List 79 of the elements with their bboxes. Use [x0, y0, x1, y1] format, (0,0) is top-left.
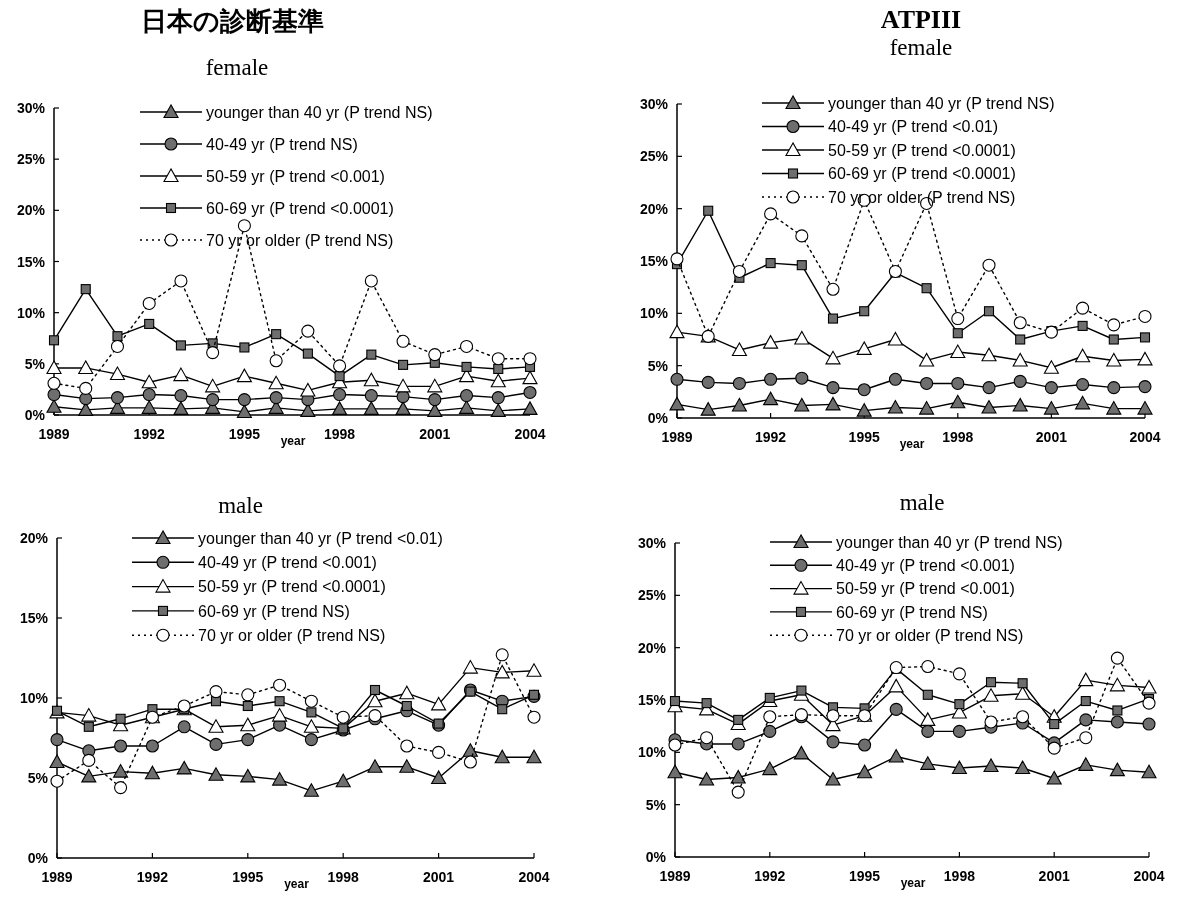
legend-label: 60-69 yr (P trend <0.0001): [828, 165, 1016, 183]
y-tick-label: 0%: [645, 849, 667, 865]
y-tick-label: 25%: [637, 587, 667, 604]
y-tick-label: 30%: [16, 100, 46, 116]
legend-label: 40-49 yr (P trend <0.001): [836, 557, 1015, 575]
y-tick-label: 15%: [16, 253, 46, 270]
chart-subtitle: female: [205, 55, 269, 80]
legend-label: 70 yr or older (P trend NS): [836, 626, 1024, 644]
legend-label: 50-59 yr (P trend <0.0001): [828, 141, 1016, 159]
legend-label: younger than 40 yr (P trend <0.01): [198, 529, 443, 547]
y-tick-label: 10%: [16, 304, 46, 321]
y-tick-label: 25%: [16, 151, 46, 168]
x-tick-label: 1998: [324, 426, 356, 442]
y-tick-label: 10%: [19, 690, 49, 706]
x-tick-label: 1989: [38, 426, 70, 442]
y-tick-label: 5%: [27, 770, 49, 786]
y-tick-label: 0%: [27, 850, 49, 866]
x-tick-label: 1992: [754, 868, 786, 884]
chart-title: 日本の診断基準: [140, 7, 324, 36]
legend-label: 70 yr or older (P trend NS): [198, 626, 386, 644]
y-tick-label: 30%: [637, 535, 667, 551]
legend-label: 70 yr or older (P trend NS): [206, 231, 394, 249]
x-tick-label: 2001: [423, 869, 455, 885]
legend-label: 40-49 yr (P trend <0.01): [828, 118, 999, 136]
y-tick-label: 10%: [637, 744, 667, 761]
x-tick-label: 1998: [327, 869, 359, 885]
y-tick-label: 30%: [639, 96, 669, 112]
y-tick-label: 20%: [16, 202, 46, 219]
legend-label: 50-59 yr (P trend <0.0001): [198, 578, 386, 596]
x-tick-label: 2004: [1133, 868, 1165, 884]
y-tick-label: 20%: [639, 200, 669, 217]
y-tick-label: 10%: [639, 305, 669, 322]
x-tick-label: 2001: [1038, 868, 1070, 884]
x-tick-label: 1995: [848, 429, 880, 445]
x-tick-label: 2001: [419, 426, 451, 442]
legend-label: 40-49 yr (P trend <0.001): [198, 554, 377, 572]
legend-label: 50-59 yr (P trend <0.001): [836, 580, 1015, 598]
y-tick-label: 0%: [647, 410, 669, 426]
x-axis-title: year: [280, 434, 306, 448]
legend-label: younger than 40 yr (P trend NS): [836, 533, 1063, 551]
legend-label: younger than 40 yr (P trend NS): [206, 103, 433, 121]
chart-title: male: [899, 490, 945, 515]
x-tick-label: 1992: [136, 869, 169, 885]
y-tick-label: 15%: [637, 692, 667, 708]
y-tick-label: 0%: [24, 407, 46, 423]
x-axis-title: year: [899, 437, 925, 451]
y-tick-label: 25%: [639, 148, 669, 165]
x-tick-label: 2004: [514, 426, 546, 442]
chart-title: ATPIII: [880, 5, 962, 34]
x-tick-label: 1995: [228, 426, 261, 442]
x-tick-label: 1989: [41, 869, 73, 885]
x-axis-title: year: [900, 876, 926, 890]
y-tick-label: 20%: [637, 639, 667, 656]
x-tick-label: 1989: [661, 429, 693, 445]
legend-label: 60-69 yr (P trend NS): [198, 602, 350, 620]
y-tick-label: 20%: [19, 530, 49, 546]
x-tick-label: 1992: [755, 429, 787, 445]
x-tick-label: 1995: [849, 868, 881, 884]
legend-label: 60-69 yr (P trend <0.0001): [206, 199, 394, 217]
x-tick-label: 2004: [518, 869, 550, 885]
x-tick-label: 2001: [1035, 429, 1068, 445]
chart-title: male: [218, 493, 263, 518]
chart-subtitle: female: [889, 35, 953, 60]
legend-label: 60-69 yr (P trend NS): [836, 603, 988, 621]
x-tick-label: 1992: [133, 426, 165, 442]
y-tick-label: 15%: [639, 253, 669, 269]
y-tick-label: 5%: [647, 357, 669, 374]
x-tick-label: 1998: [943, 868, 976, 884]
x-tick-label: 2004: [1129, 429, 1161, 445]
x-tick-label: 1989: [659, 868, 691, 884]
legend-label: younger than 40 yr (P trend NS): [828, 94, 1055, 112]
x-axis-title: year: [284, 877, 310, 891]
legend-label: 40-49 yr (P trend NS): [206, 135, 358, 153]
x-tick-label: 1998: [942, 429, 974, 445]
y-tick-label: 15%: [19, 610, 49, 626]
y-tick-label: 5%: [645, 796, 667, 813]
legend-label: 50-59 yr (P trend <0.001): [206, 167, 385, 185]
x-tick-label: 1995: [232, 869, 264, 885]
y-tick-label: 5%: [24, 355, 46, 372]
